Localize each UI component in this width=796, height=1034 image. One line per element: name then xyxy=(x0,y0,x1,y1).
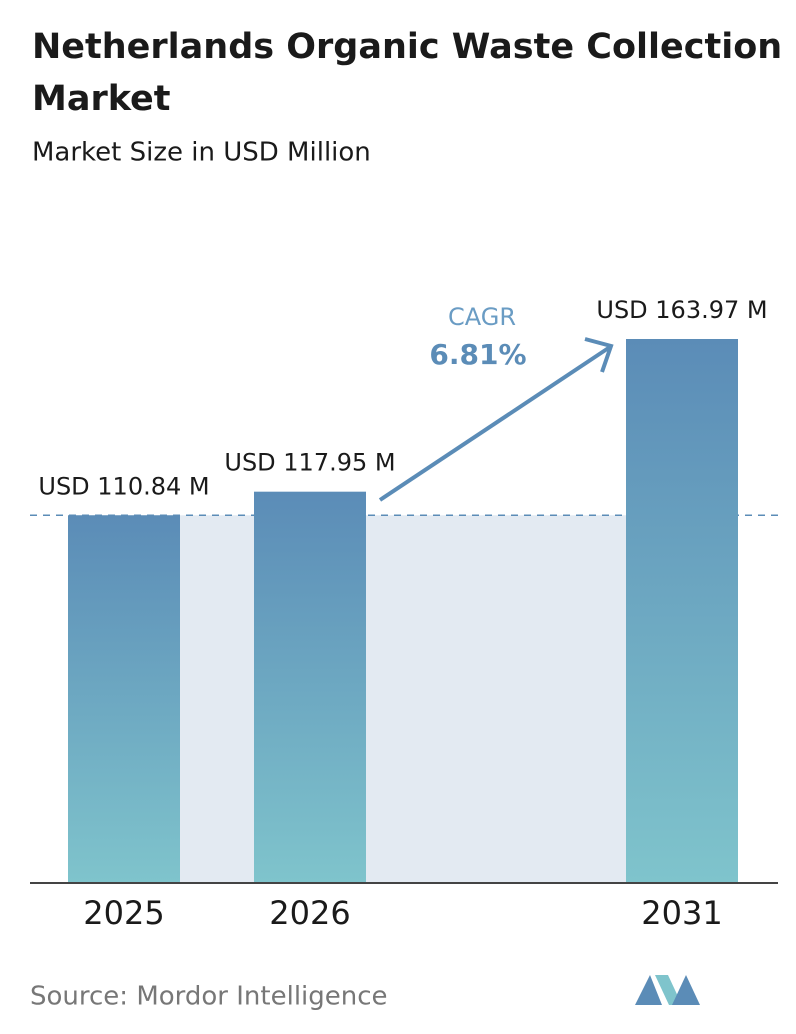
arrow-shaft xyxy=(378,345,612,502)
logo xyxy=(635,975,700,1005)
chart-subtitle: Market Size in USD Million xyxy=(32,138,371,168)
source: Source: Mordor Intelligence xyxy=(30,982,388,1012)
x-tick-label: 2026 xyxy=(269,894,350,932)
cagr-value: 6.81% xyxy=(429,338,526,371)
bar xyxy=(254,491,366,883)
value-label: USD 117.95 M xyxy=(224,449,395,477)
cagr-arrow xyxy=(378,337,614,502)
bar xyxy=(68,515,180,883)
x-tick-label: 2031 xyxy=(641,894,722,932)
chart-title: Netherlands Organic Waste Collection Ser… xyxy=(32,27,796,119)
value-label: USD 110.84 M xyxy=(38,472,209,500)
cagr-label: CAGR xyxy=(448,303,516,331)
value-label: USD 163.97 M xyxy=(596,296,767,324)
arrow-head xyxy=(584,337,614,373)
x-tick-label: 2025 xyxy=(83,894,164,932)
bar xyxy=(626,339,738,883)
